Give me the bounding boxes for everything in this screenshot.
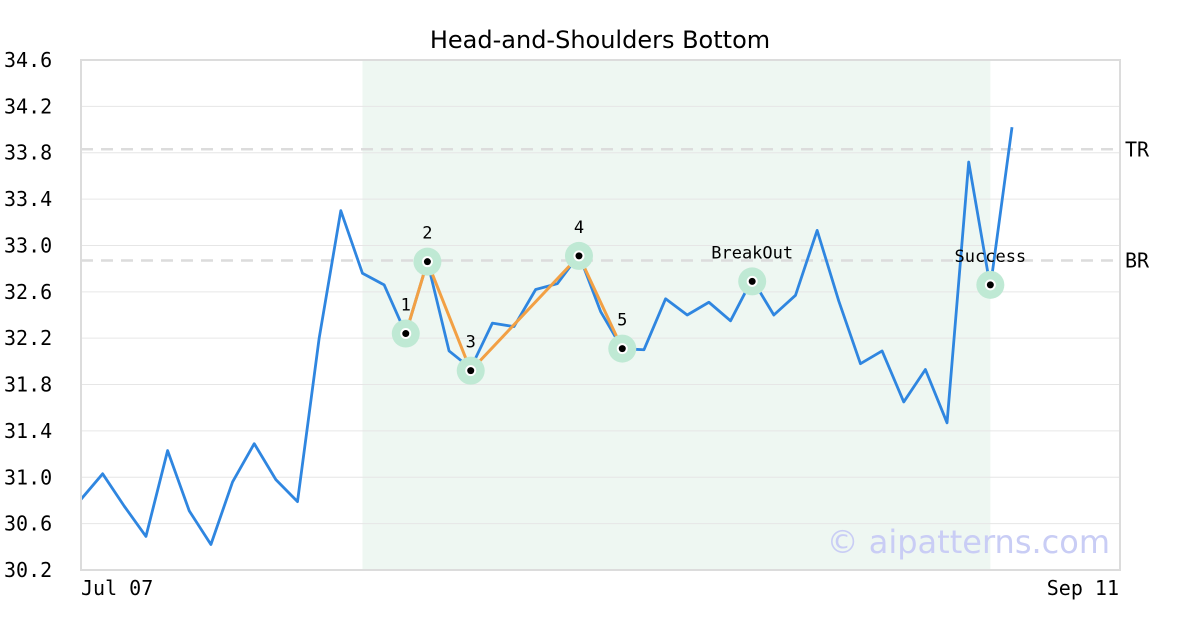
marker-dot xyxy=(423,258,431,266)
reference-label-tr: TR xyxy=(1125,137,1150,161)
x-tick-label: Sep 11 xyxy=(1047,576,1119,600)
reference-label-br: BR xyxy=(1125,249,1150,273)
y-tick-label: 34.2 xyxy=(4,94,52,118)
marker-label: Success xyxy=(955,247,1027,267)
marker-label: 1 xyxy=(401,296,411,316)
y-tick-label: 30.2 xyxy=(4,558,52,582)
marker-dot xyxy=(467,367,475,375)
plot-frame xyxy=(80,59,1121,571)
y-tick-label: 33.0 xyxy=(4,233,52,257)
pattern-highlight-region xyxy=(362,60,991,570)
marker-dot xyxy=(986,281,994,289)
marker-label: 2 xyxy=(422,224,432,244)
price-series-line xyxy=(79,127,1014,546)
marker-label: 5 xyxy=(617,311,627,331)
marker-label: 3 xyxy=(466,333,476,353)
marker-dot xyxy=(575,252,583,260)
y-tick-label: 31.8 xyxy=(4,373,52,397)
y-tick-label: 33.8 xyxy=(4,141,52,165)
marker-label: BreakOut xyxy=(711,243,793,263)
y-tick-label: 30.6 xyxy=(4,512,52,536)
y-tick-label: 34.6 xyxy=(4,48,52,72)
marker-dot xyxy=(618,345,626,353)
marker-dot xyxy=(748,277,756,285)
y-tick-label: 33.4 xyxy=(4,187,52,211)
y-tick-label: 32.6 xyxy=(4,280,52,304)
y-axis: 30.2 30.6 31.0 31.4 31.8 32.2 32.6 33.0 33.4 33.8… xyxy=(4,48,52,582)
chart-title: Head-and-Shoulders Bottom xyxy=(430,26,770,54)
reference-lines: TR BR xyxy=(81,137,1150,273)
pattern-markers: 1 2 3 4 5 BreakOut Success xyxy=(391,218,1027,385)
watermark: © aipatterns.com xyxy=(827,523,1110,561)
x-tick-label: Jul 07 xyxy=(81,576,153,600)
y-tick-label: 32.2 xyxy=(4,326,52,350)
marker-dot xyxy=(402,330,410,338)
y-tick-label: 31.4 xyxy=(4,419,52,443)
marker-label: 4 xyxy=(574,218,584,238)
y-tick-label: 31.0 xyxy=(4,465,52,489)
x-axis: Jul 07 Sep 11 xyxy=(81,576,1119,600)
